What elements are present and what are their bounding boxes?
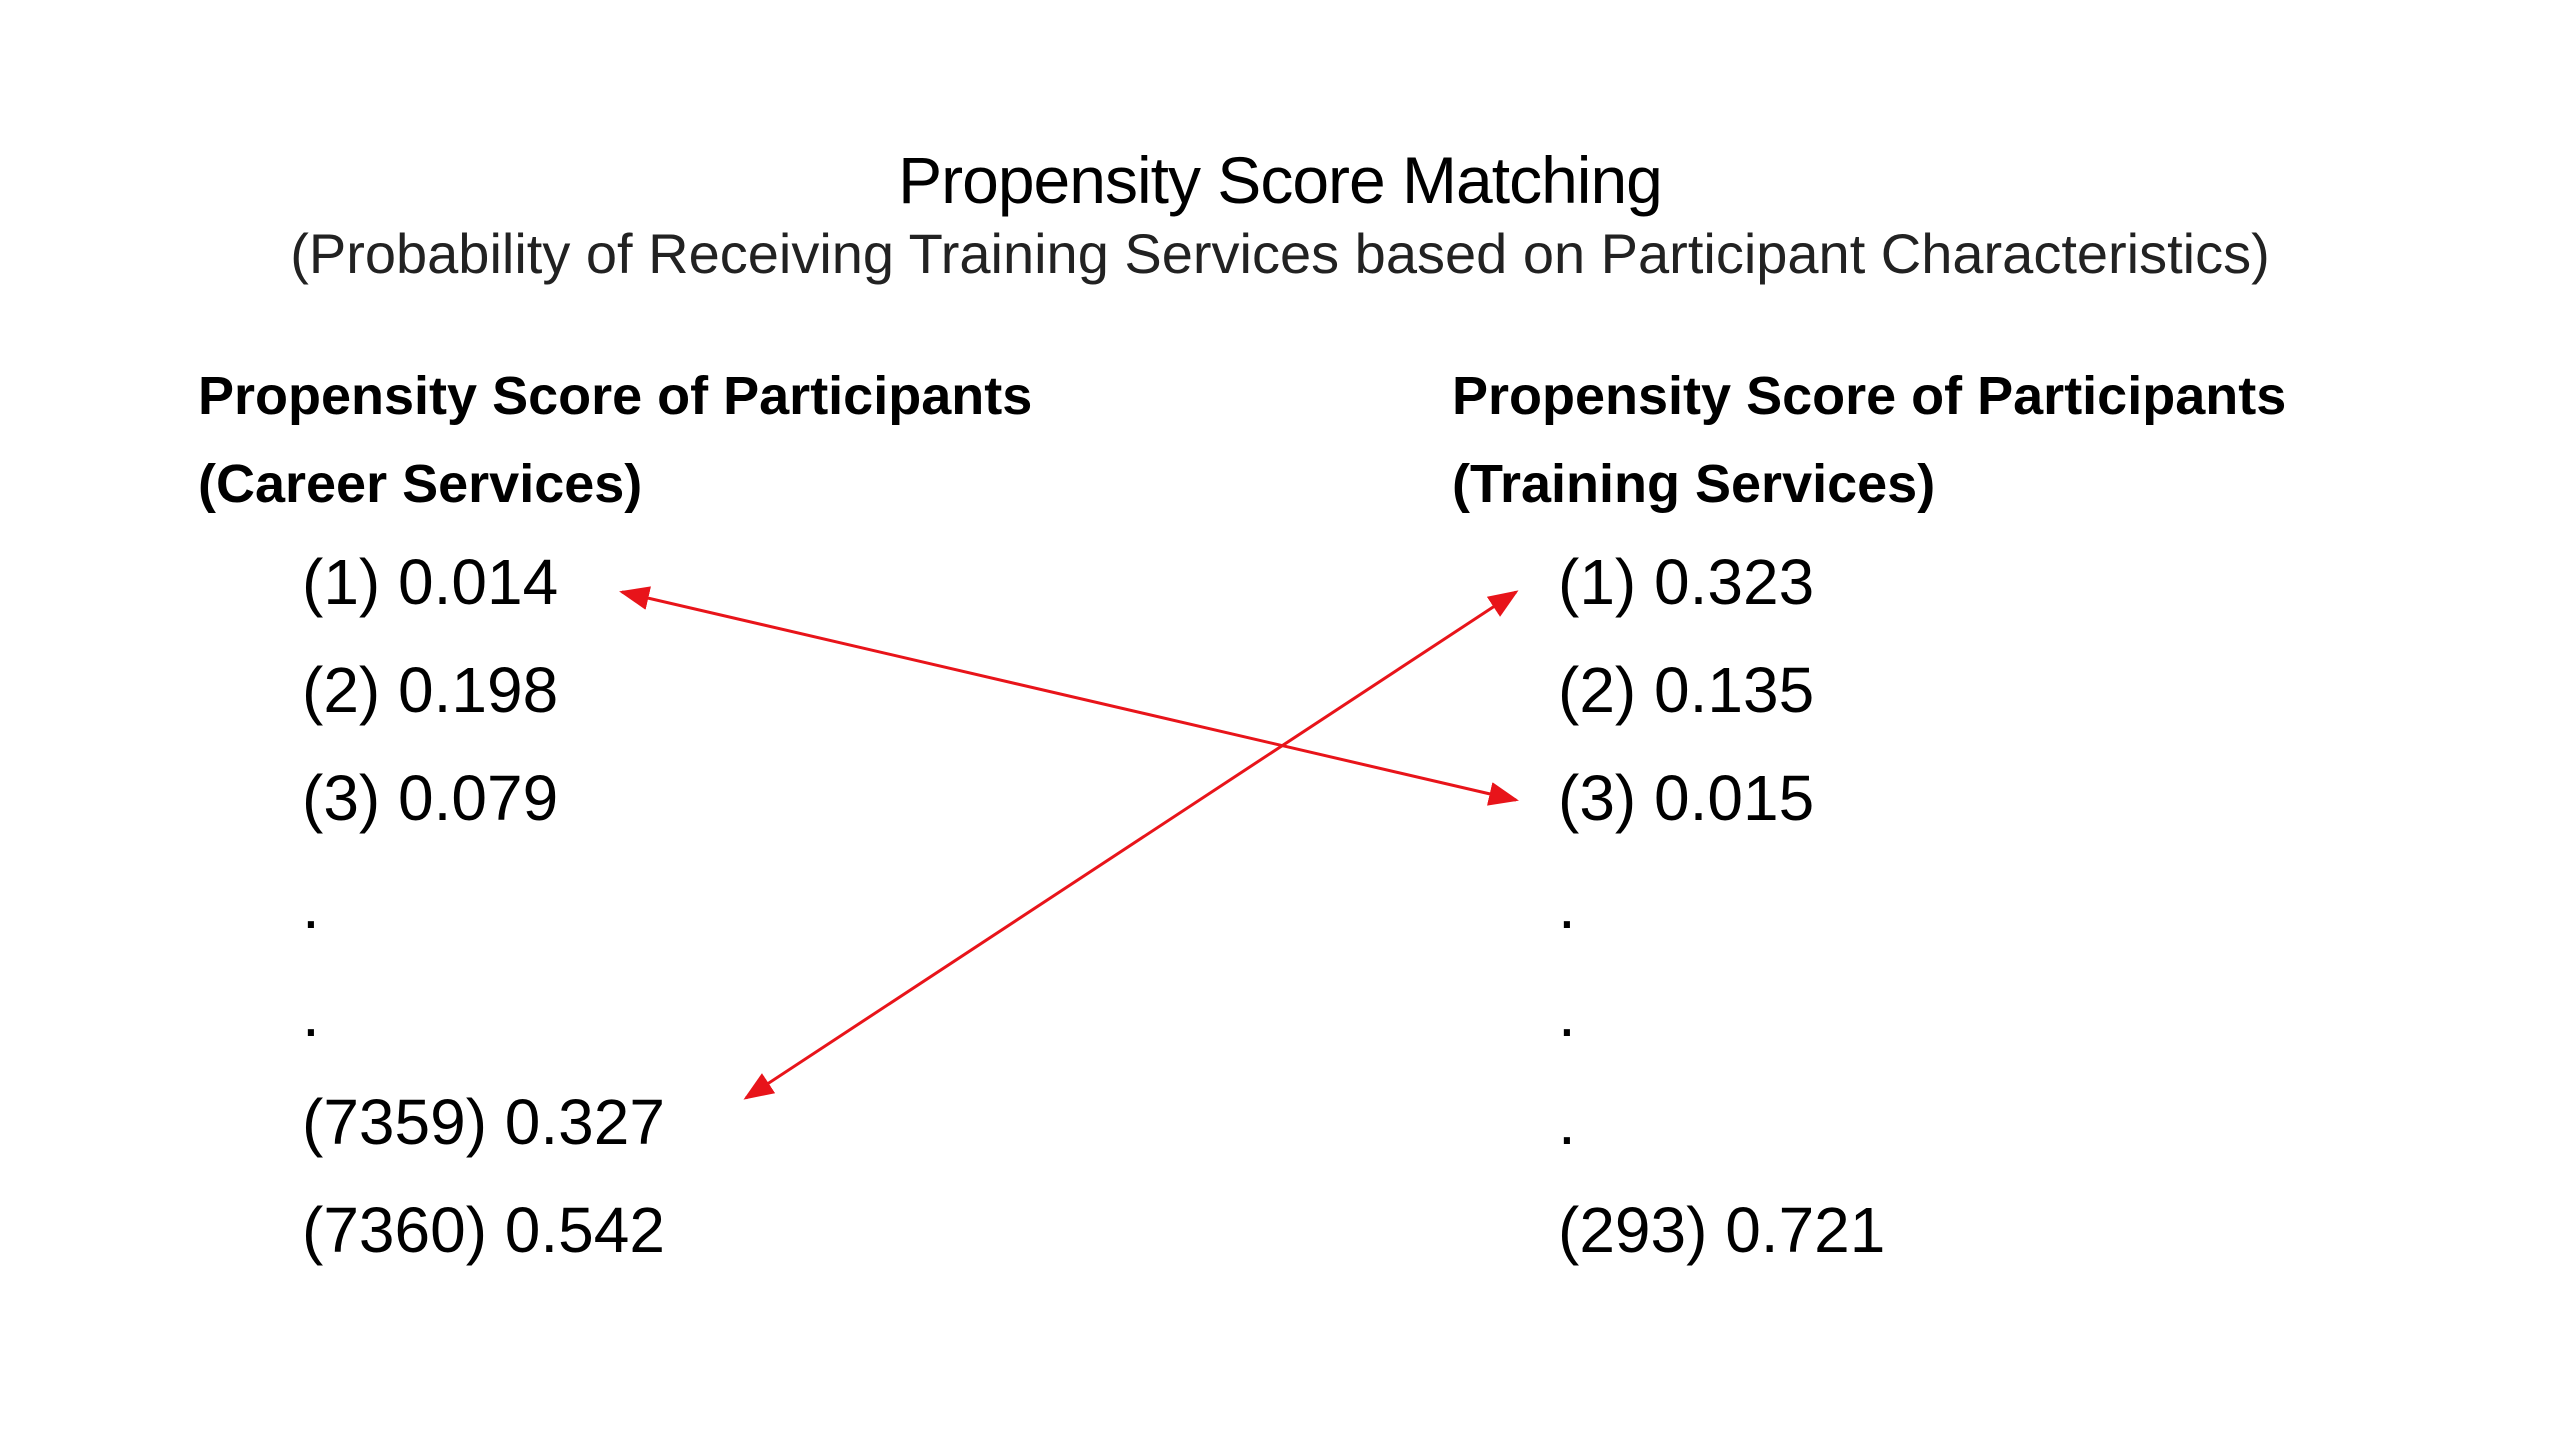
ellipsis-dot: .	[1558, 870, 1576, 942]
diagram-subtitle: (Probability of Receiving Training Servi…	[290, 222, 2270, 285]
ellipsis-dot: .	[302, 870, 320, 942]
diagram-title: Propensity Score Matching	[898, 143, 1663, 217]
ellipsis-dot: .	[1558, 1086, 1576, 1158]
match-arrow-7359-to-1	[743, 590, 1519, 1100]
career-heading-line1: Propensity Score of Participants	[198, 366, 1033, 426]
career-score-item: (7359) 0.327	[302, 1086, 665, 1158]
training-services-list: (1) 0.323 (2) 0.135 (3) 0.015 . . . (293…	[1558, 528, 1885, 1284]
training-score-item: (2) 0.135	[1558, 654, 1815, 726]
training-services-heading: Propensity Score of Participants (Traini…	[1452, 352, 2286, 528]
career-score-item: (3) 0.079	[302, 762, 559, 834]
career-score-item: (2) 0.198	[302, 654, 559, 726]
training-score-item: (3) 0.015	[1558, 762, 1815, 834]
career-score-item: (1) 0.014	[302, 546, 559, 618]
training-heading-line1: Propensity Score of Participants	[1452, 366, 2287, 426]
ellipsis-dot: .	[1558, 978, 1576, 1050]
training-heading-line2: (Training Services)	[1452, 454, 1936, 514]
career-score-item: (7360) 0.542	[302, 1194, 665, 1266]
career-heading-line2: (Career Services)	[198, 454, 643, 514]
training-score-item: (1) 0.323	[1558, 546, 1815, 618]
match-arrow-1-to-3	[619, 586, 1519, 806]
ellipsis-dot: .	[302, 978, 320, 1050]
training-score-item: (293) 0.721	[1558, 1194, 1886, 1266]
career-services-heading: Propensity Score of Participants (Career…	[198, 352, 1032, 528]
career-services-list: (1) 0.014 (2) 0.198 (3) 0.079 . . (7359)…	[302, 528, 665, 1284]
